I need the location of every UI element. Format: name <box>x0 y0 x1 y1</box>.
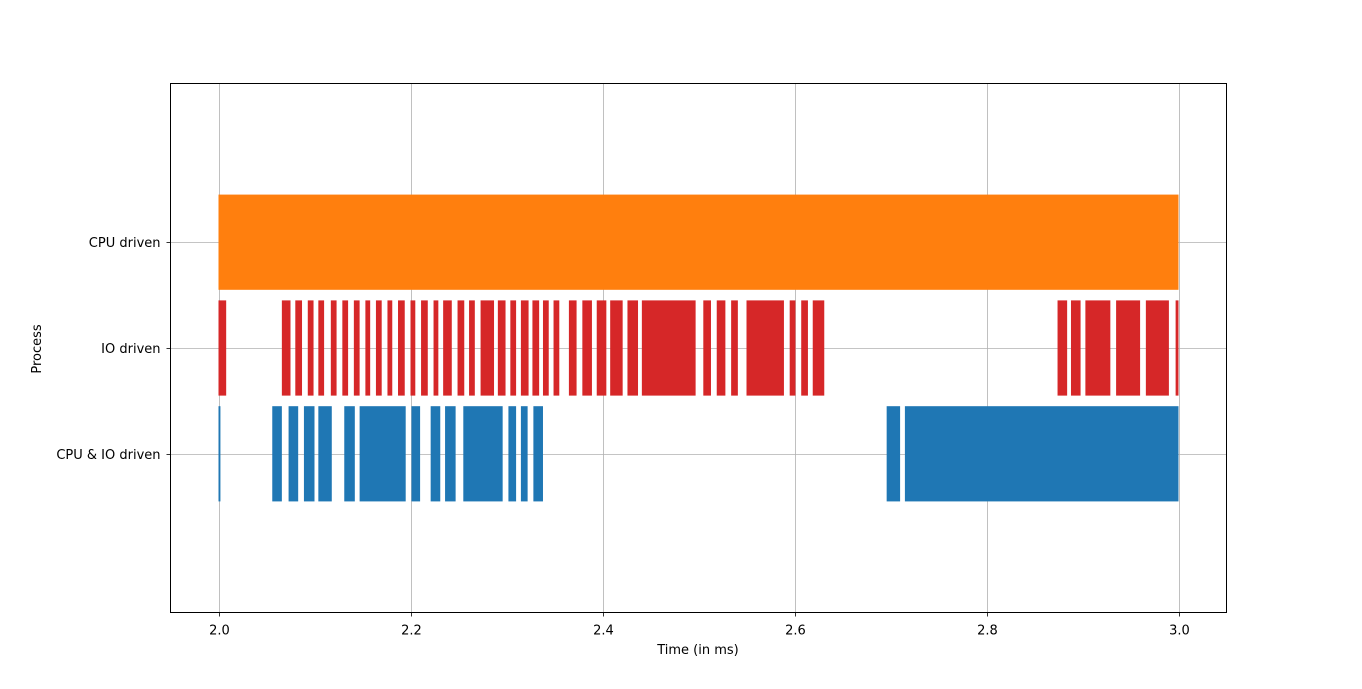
bar-segment <box>716 300 726 396</box>
bar-segment <box>510 300 517 396</box>
bar-segment <box>627 300 639 396</box>
bar-segment <box>272 406 282 502</box>
bar-segment <box>1116 300 1141 396</box>
bar-segment <box>318 406 332 502</box>
bar-segment <box>1057 300 1068 396</box>
bar-segment <box>218 406 221 502</box>
x-tick-label: 2.2 <box>401 624 422 639</box>
bar-segment <box>1175 300 1179 396</box>
x-tick-label: 2.0 <box>209 624 230 639</box>
bar-segment <box>443 300 452 396</box>
bar-segment <box>365 300 371 396</box>
bar-segment <box>1085 300 1111 396</box>
bar-segment <box>568 300 577 396</box>
bar-segment <box>1070 300 1081 396</box>
bar-segment <box>295 300 303 396</box>
bar-segment <box>330 300 337 396</box>
bar-segment <box>596 300 607 396</box>
bar-segment <box>582 300 592 396</box>
bar-segment <box>303 406 315 502</box>
bar-segment <box>410 300 416 396</box>
x-tick-label: 2.4 <box>593 624 614 639</box>
y-tick-label: CPU & IO driven <box>56 448 160 463</box>
bar-segment <box>904 406 1179 502</box>
bar-segment <box>497 300 506 396</box>
bar-segment <box>387 300 393 396</box>
axis-ticks: 2.0 2.2 2.4 2.6 2.8 3.0 CPU driven IO driven CPU… <box>56 236 1190 639</box>
x-tick-label: 2.6 <box>785 624 806 639</box>
bar-segment <box>520 300 529 396</box>
bar-segment <box>433 300 439 396</box>
bar-segment <box>553 300 560 396</box>
bar-segment <box>703 300 711 396</box>
bar-segment <box>746 300 784 396</box>
bar-segment <box>641 300 696 396</box>
bar-segment <box>353 300 360 396</box>
bar-segment <box>480 300 495 396</box>
bar-segment <box>457 300 465 396</box>
x-axis-label: Time (in ms) <box>656 643 739 658</box>
bar-segment <box>542 300 549 396</box>
bar-segment <box>342 300 349 396</box>
bar-segment <box>411 406 421 502</box>
bar-segment <box>375 300 382 396</box>
bar-segment <box>520 406 528 502</box>
bar-segment <box>789 300 796 396</box>
bar-segment <box>610 300 623 396</box>
bar-segment <box>344 406 355 502</box>
y-tick-label: IO driven <box>101 342 160 357</box>
bar-segment <box>445 406 456 502</box>
bar-segment <box>218 194 1179 290</box>
y-axis-label: Process <box>30 324 45 374</box>
bar-segment <box>421 300 428 396</box>
bar-segment <box>463 406 503 502</box>
bar-segment <box>430 406 441 502</box>
bar-segment <box>318 300 325 396</box>
bars <box>218 194 1179 502</box>
bar-segment <box>533 406 543 502</box>
bar-segment <box>281 300 291 396</box>
bar-segment <box>469 300 475 396</box>
bar-segment <box>508 406 517 502</box>
bar-segment <box>731 300 738 396</box>
bar-segment <box>886 406 901 502</box>
y-tick-label: CPU driven <box>89 236 161 251</box>
bar-segment <box>398 300 405 396</box>
bar-segment <box>532 300 540 396</box>
bar-segment <box>288 406 299 502</box>
bar-segment <box>1145 300 1169 396</box>
bar-segment <box>307 300 314 396</box>
x-tick-label: 2.8 <box>977 624 998 639</box>
x-tick-label: 3.0 <box>1169 624 1190 639</box>
bar-segment <box>359 406 406 502</box>
bar-segment <box>218 300 227 396</box>
plot-area-frame <box>170 83 1227 613</box>
bar-segment <box>812 300 825 396</box>
bar-segment <box>801 300 808 396</box>
